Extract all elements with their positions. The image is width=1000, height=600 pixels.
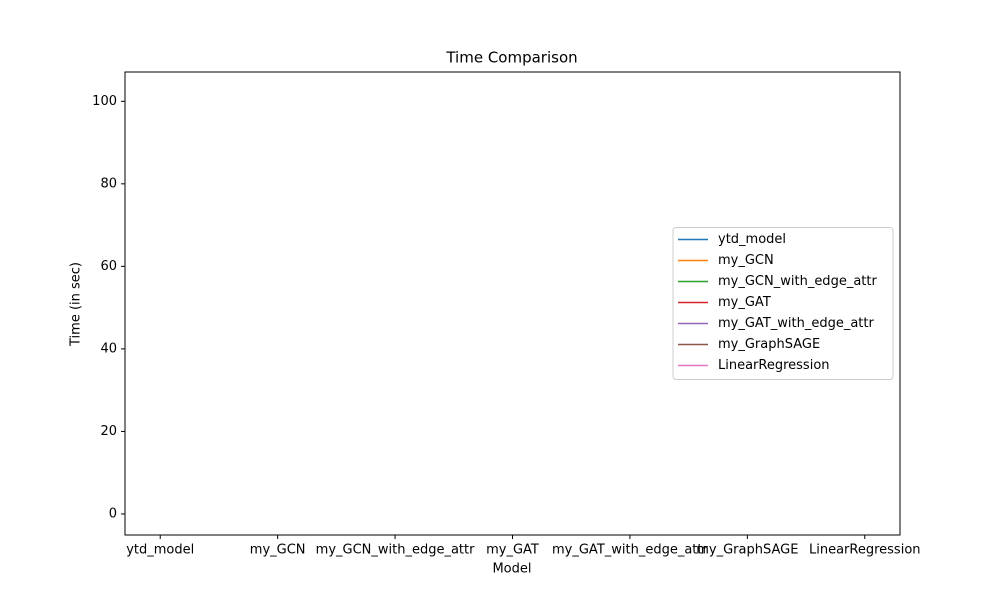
legend-label: my_GCN — [718, 253, 774, 268]
legend-box — [672, 227, 894, 380]
y-tick-label: 80 — [100, 176, 117, 191]
x-tick-label: my_GraphSAGE — [696, 543, 798, 558]
x-tick-label: my_GAT — [486, 543, 539, 558]
x-axis-label: Model — [492, 562, 531, 577]
legend-label: my_GAT — [718, 295, 771, 310]
legend-label: LinearRegression — [718, 358, 830, 373]
x-tick-label: LinearRegression — [809, 543, 921, 558]
x-tick-label: ytd_model — [126, 543, 194, 558]
y-tick-label: 60 — [100, 259, 117, 274]
legend-label: my_GAT_with_edge_attr — [718, 316, 874, 331]
y-axis-label: Time (in sec) — [69, 262, 84, 347]
legend-label: my_GraphSAGE — [718, 337, 820, 352]
x-tick-label: my_GAT_with_edge_attr — [552, 543, 708, 558]
legend-label: ytd_model — [718, 232, 786, 247]
y-tick-label: 20 — [100, 424, 117, 439]
plot-frame — [124, 71, 901, 536]
y-tick-label: 0 — [109, 506, 117, 521]
x-tick-label: my_GCN — [250, 543, 306, 558]
y-tick-label: 40 — [100, 341, 117, 356]
x-tick-label: my_GCN_with_edge_attr — [316, 543, 475, 558]
legend-label: my_GCN_with_edge_attr — [718, 274, 877, 289]
y-tick-label: 100 — [92, 94, 117, 109]
chart-title: Time Comparison — [445, 49, 577, 67]
